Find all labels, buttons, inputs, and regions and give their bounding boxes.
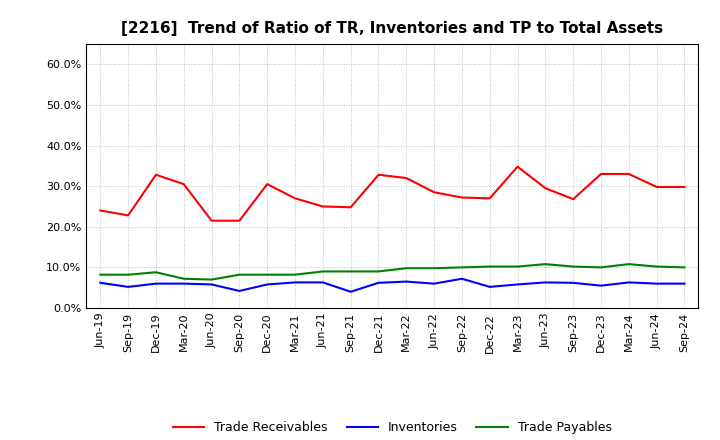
Trade Receivables (513, 164, 522, 169)
Trade Receivables (179, 181, 188, 187)
Inventories (597, 283, 606, 288)
Trade Payables (235, 272, 243, 277)
Trade Payables (152, 270, 161, 275)
Trade Receivables (263, 181, 271, 187)
Trade Receivables (235, 218, 243, 224)
Trade Receivables (485, 196, 494, 201)
Inventories (569, 280, 577, 286)
Trade Receivables (458, 195, 467, 200)
Inventories (152, 281, 161, 286)
Inventories (402, 279, 410, 284)
Trade Receivables (569, 197, 577, 202)
Inventories (430, 281, 438, 286)
Trade Receivables (597, 171, 606, 176)
Trade Receivables (152, 172, 161, 177)
Trade Receivables (318, 204, 327, 209)
Trade Receivables (374, 172, 383, 177)
Trade Receivables (680, 184, 689, 190)
Inventories (624, 280, 633, 285)
Line: Trade Payables: Trade Payables (100, 264, 685, 279)
Trade Payables (597, 265, 606, 270)
Trade Receivables (402, 176, 410, 181)
Inventories (318, 280, 327, 285)
Trade Receivables (124, 213, 132, 218)
Inventories (680, 281, 689, 286)
Trade Payables (374, 269, 383, 274)
Inventories (513, 282, 522, 287)
Legend: Trade Receivables, Inventories, Trade Payables: Trade Receivables, Inventories, Trade Pa… (168, 416, 617, 439)
Trade Payables (263, 272, 271, 277)
Trade Payables (179, 276, 188, 282)
Trade Payables (458, 265, 467, 270)
Trade Payables (96, 272, 104, 277)
Trade Receivables (207, 218, 216, 224)
Trade Payables (513, 264, 522, 269)
Trade Payables (430, 266, 438, 271)
Inventories (263, 282, 271, 287)
Inventories (458, 276, 467, 282)
Title: [2216]  Trend of Ratio of TR, Inventories and TP to Total Assets: [2216] Trend of Ratio of TR, Inventories… (122, 21, 663, 36)
Inventories (96, 280, 104, 286)
Trade Payables (402, 266, 410, 271)
Inventories (291, 280, 300, 285)
Inventories (124, 284, 132, 290)
Line: Trade Receivables: Trade Receivables (100, 167, 685, 221)
Trade Payables (346, 269, 355, 274)
Inventories (541, 280, 550, 285)
Trade Payables (291, 272, 300, 277)
Trade Receivables (291, 196, 300, 201)
Inventories (346, 289, 355, 294)
Trade Payables (624, 261, 633, 267)
Trade Payables (207, 277, 216, 282)
Inventories (207, 282, 216, 287)
Inventories (374, 280, 383, 286)
Inventories (652, 281, 661, 286)
Trade Receivables (541, 186, 550, 191)
Line: Inventories: Inventories (100, 279, 685, 292)
Trade Payables (652, 264, 661, 269)
Trade Payables (680, 265, 689, 270)
Trade Receivables (624, 171, 633, 176)
Trade Payables (541, 261, 550, 267)
Trade Payables (485, 264, 494, 269)
Trade Receivables (96, 208, 104, 213)
Trade Receivables (652, 184, 661, 190)
Trade Receivables (430, 190, 438, 195)
Trade Payables (569, 264, 577, 269)
Inventories (235, 288, 243, 293)
Inventories (485, 284, 494, 290)
Trade Receivables (346, 205, 355, 210)
Trade Payables (318, 269, 327, 274)
Inventories (179, 281, 188, 286)
Trade Payables (124, 272, 132, 277)
